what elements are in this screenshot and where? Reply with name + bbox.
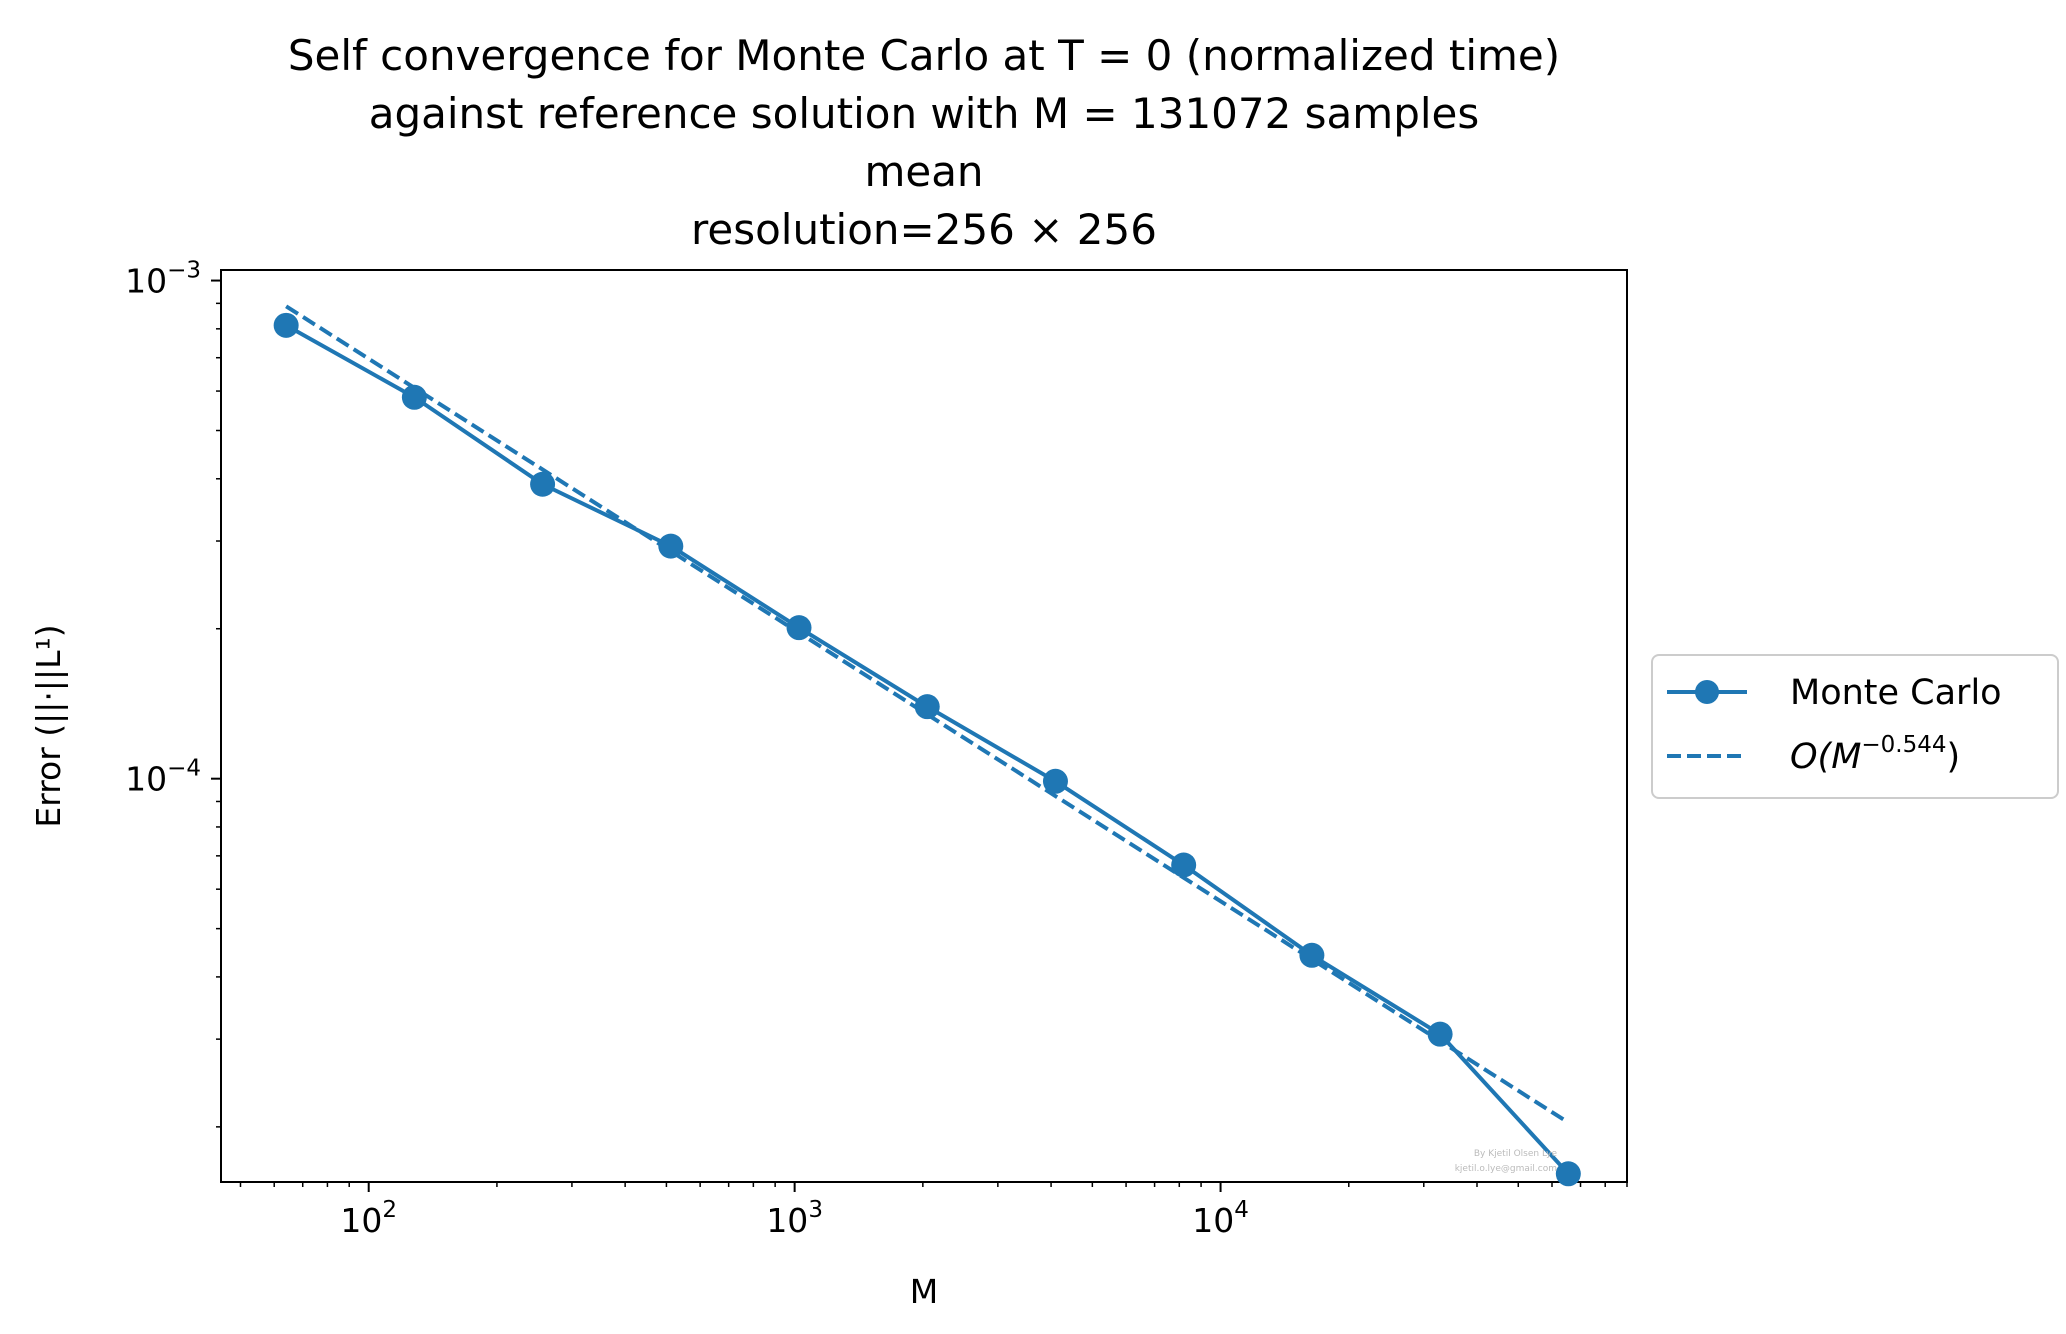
y-axis-label: Error (||·||L¹)	[29, 624, 68, 827]
title-line-2: against reference solution with M = 1310…	[369, 89, 1480, 138]
x-tick-label-exponent: 2	[382, 1197, 397, 1223]
monte-carlo-point	[1171, 852, 1197, 878]
fit-line-series	[285, 304, 1570, 1125]
legend-box	[1651, 654, 2059, 799]
x-tick-label-exponent: 4	[1234, 1197, 1249, 1223]
x-axis-ticks: 102 103 104	[239, 1182, 1628, 1240]
x-axis-label: M	[910, 1272, 938, 1311]
monte-carlo-point	[401, 384, 427, 410]
monte-carlo-point	[530, 471, 556, 497]
title-line-1: Self convergence for Monte Carlo at T = …	[288, 31, 1560, 80]
y-tick-label: 10−4	[125, 756, 201, 799]
x-tick-label: 104	[1192, 1197, 1249, 1240]
legend-monte-carlo-marker	[1695, 680, 1719, 704]
monte-carlo-point	[658, 533, 684, 559]
y-tick-label-exponent: −4	[167, 756, 201, 782]
x-tick-label-exponent: 3	[808, 1197, 823, 1223]
monte-carlo-point	[914, 694, 940, 720]
title-line-3: mean	[864, 147, 983, 196]
legend-fit-exponent: −0.544	[1861, 732, 1946, 758]
x-tick-label: 102	[340, 1197, 397, 1240]
x-tick-label-base: 10	[340, 1201, 382, 1240]
y-tick-label: 10−3	[125, 258, 201, 301]
monte-carlo-point	[1427, 1021, 1453, 1047]
title-line-4: resolution=256 × 256	[691, 205, 1157, 254]
plot-frame	[220, 269, 1628, 1183]
monte-carlo-point	[786, 615, 812, 641]
y-axis-ticks: 10−310−4	[125, 258, 221, 1128]
monte-carlo-point	[1555, 1161, 1581, 1187]
monte-carlo-point	[1042, 768, 1068, 794]
chart-title: Self convergence for Monte Carlo at T = …	[288, 31, 1560, 254]
legend-monte-carlo-label: Monte Carlo	[1790, 673, 2002, 713]
series-layer	[273, 304, 1581, 1187]
legend-fit-prefix: O(M	[1790, 737, 1861, 777]
x-tick-label: 103	[766, 1197, 823, 1240]
y-tick-label-exponent: −3	[167, 258, 201, 284]
legend-fit-suffix: )	[1947, 737, 1961, 777]
watermark-line-1: By Kjetil Olsen Lye	[1474, 1149, 1558, 1159]
x-tick-label-base: 10	[766, 1201, 808, 1240]
monte-carlo-point	[1299, 942, 1325, 968]
legend-fit-label: O(M−0.544)	[1790, 732, 1960, 777]
legend: Monte Carlo O(M−0.544)	[1651, 654, 2059, 799]
y-tick-label-base: 10	[125, 262, 167, 301]
watermark-line-2: kjetil.o.lye@gmail.com	[1455, 1164, 1557, 1174]
x-tick-label-base: 10	[1192, 1201, 1234, 1240]
y-tick-label-base: 10	[125, 760, 167, 799]
monte-carlo-point	[273, 312, 299, 338]
